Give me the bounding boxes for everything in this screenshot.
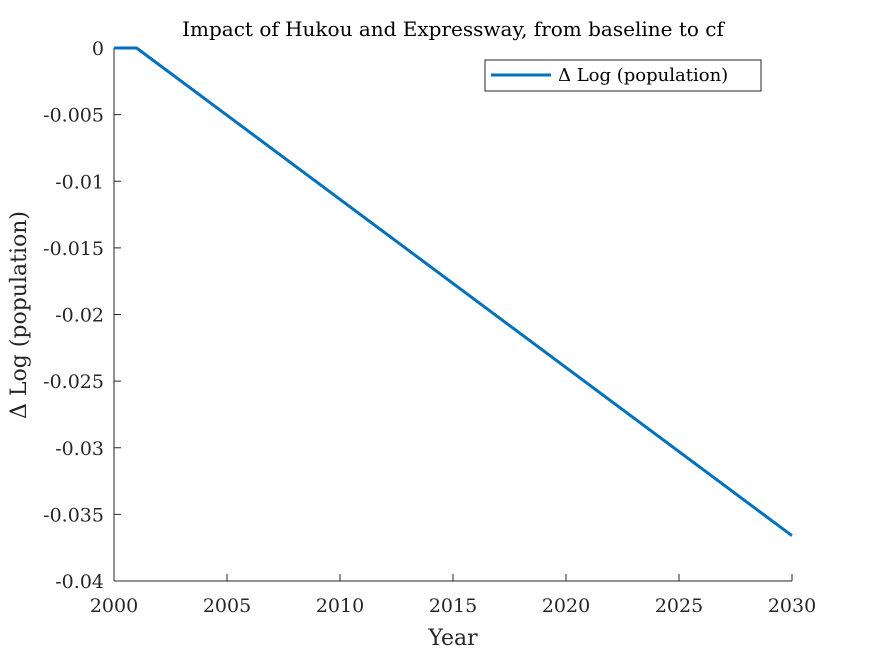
y-tick-label: -0.005 — [43, 105, 104, 127]
x-axis-label: Year — [427, 626, 478, 651]
legend-entry-label: Δ Log (population) — [558, 65, 728, 86]
y-tick-label: -0.01 — [55, 171, 104, 193]
x-tick-label: 2025 — [655, 595, 703, 617]
y-tick-label: -0.035 — [43, 504, 104, 526]
y-tick-label: -0.02 — [55, 305, 104, 327]
chart-title: Impact of Hukou and Expressway, from bas… — [182, 17, 725, 41]
y-tick-label: -0.03 — [55, 438, 104, 460]
y-tick-label: -0.04 — [55, 571, 104, 593]
x-tick-label: 2015 — [429, 595, 477, 617]
x-tick-label: 2020 — [542, 595, 590, 617]
legend: Δ Log (population) — [484, 59, 762, 92]
plot-area: 2000 2005 2010 2015 2020 2025 2030 0 -0.005 -0.01… — [43, 38, 816, 617]
series-line — [114, 46, 793, 537]
x-tick-label: 2000 — [90, 595, 138, 617]
x-tick-label: 2030 — [768, 595, 816, 617]
y-tick-label: -0.015 — [43, 238, 104, 260]
y-tick-label: 0 — [92, 38, 104, 60]
y-axis-label: Δ Log (population) — [7, 211, 32, 419]
x-tick-label: 2010 — [316, 595, 364, 617]
legend-box — [484, 59, 762, 92]
x-tick-label: 2005 — [203, 595, 251, 617]
y-tick-label: -0.025 — [43, 371, 104, 393]
